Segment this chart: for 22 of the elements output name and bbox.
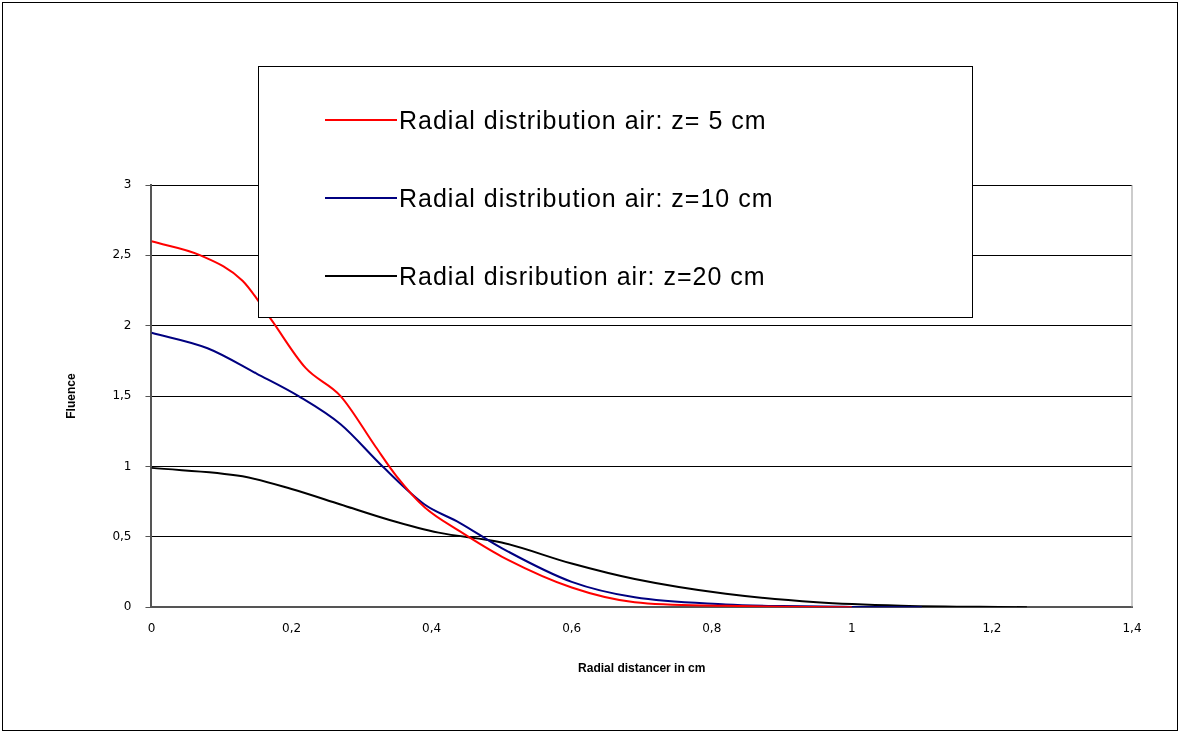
y-tick-label: 3 (123, 177, 132, 192)
y-tick-label: 1 (123, 458, 132, 473)
x-tick-label: 0,2 (282, 620, 302, 635)
x-tick-label: 1,4 (1122, 620, 1142, 635)
y-tick-label: 2 (123, 317, 132, 332)
x-tick-label: 0 (147, 620, 156, 635)
x-tick-label: 0,6 (562, 620, 582, 635)
x-tick-label: 1 (848, 620, 856, 635)
x-tick-label: 1,2 (982, 620, 1002, 635)
y-tick-label: 0,5 (112, 528, 132, 543)
x-tick-label: 0,4 (422, 620, 442, 635)
y-tick-label: 1,5 (112, 388, 132, 403)
legend-label: Radial distribution air: z=10 cm (399, 183, 774, 213)
line-series (151, 331, 923, 608)
y-axis-title: Fluence (63, 373, 78, 419)
legend-label: Radial disribution air: z=20 cm (399, 261, 766, 291)
line-series (151, 240, 853, 608)
legend-label: Radial distribution air: z= 5 cm (399, 105, 767, 135)
x-tick-label: 0,8 (702, 620, 722, 635)
y-tick-label: 2,5 (112, 247, 132, 262)
y-tick-label: 0 (123, 599, 132, 614)
x-axis-title: Radial distancer in cm (578, 661, 706, 676)
